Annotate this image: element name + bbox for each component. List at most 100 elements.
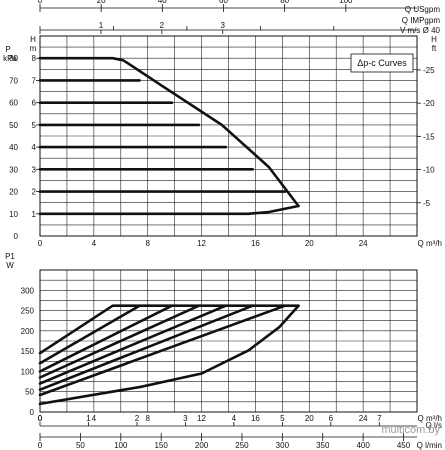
legend-label: Δp-c Curves xyxy=(357,58,407,68)
head-m-axis-label: H xyxy=(30,35,36,44)
head-ft-unit-label: ft xyxy=(432,44,437,53)
legend-box xyxy=(350,53,414,73)
kpa-tick-label: 0 xyxy=(14,232,19,241)
kpa-tick-label: 60 xyxy=(9,99,18,108)
kpa-tick-label: 10 xyxy=(9,210,18,219)
power-curve-3 xyxy=(38,304,174,373)
ls-tick-label: 1 xyxy=(86,414,91,423)
flow-tick-label-top: 16 xyxy=(251,239,260,248)
lmin-tick-label: 350 xyxy=(316,441,330,450)
usgpm-tick-label: 40 xyxy=(158,0,167,5)
lmin-tick-label: 400 xyxy=(356,441,370,450)
power-tick-label: 100 xyxy=(21,367,35,376)
head-m-tick-label: 5 xyxy=(32,121,37,130)
head-curve-1m xyxy=(38,204,300,216)
head-ft-tick-label: -15 xyxy=(423,132,435,141)
lmin-tick-label: 450 xyxy=(397,441,411,450)
head-ft-tick-label: -5 xyxy=(423,199,431,208)
power-tick-label: 150 xyxy=(21,347,35,356)
head-m-tick-label: 6 xyxy=(32,99,37,108)
head-ft-axis-label: H xyxy=(431,35,437,44)
flow-tick-label-top: 20 xyxy=(305,239,314,248)
power-tick-label: 200 xyxy=(21,327,35,336)
kpa-tick-label: 80 xyxy=(9,54,18,63)
velocity-axis-label: V m/s Ø 40 xyxy=(400,26,441,35)
power-tick-label: 50 xyxy=(25,388,34,397)
flow-tick-label-top: 24 xyxy=(359,239,368,248)
kpa-tick-label: 50 xyxy=(9,121,18,130)
flow-tick-label-bottom: 16 xyxy=(251,414,260,423)
head-m-tick-label: 8 xyxy=(32,54,37,63)
head-ft-tick-label: -10 xyxy=(423,166,435,175)
power-curve-7 xyxy=(38,304,287,397)
usgpm-axis-label: Q USgpm xyxy=(405,5,440,14)
usgpm-tick-label: 0 xyxy=(38,0,43,5)
kpa-tick-label: 20 xyxy=(9,188,18,197)
flow-tick-label-bottom: 4 xyxy=(92,414,97,423)
head-ft-tick-label: -20 xyxy=(423,99,435,108)
flow-axis-label-bottom: Q m³/h xyxy=(418,414,442,423)
flow-tick-label-top: 4 xyxy=(92,239,97,248)
flow-tick-label-bottom: 24 xyxy=(359,414,368,423)
lmin-tick-label: 100 xyxy=(114,441,128,450)
ls-tick-label: 2 xyxy=(135,414,140,423)
usgpm-tick-label: 60 xyxy=(219,0,228,5)
power-curve-8 xyxy=(38,304,300,406)
ls-tick-label: 7 xyxy=(377,414,382,423)
kpa-tick-label: 30 xyxy=(9,165,18,174)
flow-tick-label-bottom: 0 xyxy=(38,414,43,423)
lmin-tick-label: 300 xyxy=(276,441,290,450)
ls-tick-label: 3 xyxy=(183,414,188,423)
usgpm-tick-label: 100 xyxy=(339,0,353,5)
power-curve-4 xyxy=(38,304,201,379)
ls-tick-label: 4 xyxy=(232,414,237,423)
head-m-tick-label: 3 xyxy=(32,165,37,174)
lmin-tick-label: 200 xyxy=(195,441,209,450)
head-m-tick-label: 2 xyxy=(32,188,37,197)
pressure-axis-label: P xyxy=(5,45,10,54)
power-curve-1 xyxy=(38,304,300,355)
velocity-tick-label: 3 xyxy=(221,21,226,30)
ls-tick-label: 5 xyxy=(280,414,285,423)
watermark: multicom.by xyxy=(381,424,440,436)
flow-tick-label-top: 12 xyxy=(197,239,206,248)
kpa-tick-label: 40 xyxy=(9,143,18,152)
flow-tick-label-top: 8 xyxy=(145,239,150,248)
lmin-tick-label: 0 xyxy=(38,441,43,450)
flow-tick-label-bottom: 12 xyxy=(197,414,206,423)
pressure-unit-label: kPa xyxy=(3,54,17,63)
power-curve-6 xyxy=(38,304,254,392)
usgpm-tick-label: 20 xyxy=(97,0,106,5)
power-curve-5 xyxy=(38,304,228,385)
power-unit-label: W xyxy=(6,261,14,270)
velocity-tick-label: 1 xyxy=(99,21,104,30)
power-tick-label: 0 xyxy=(30,408,35,417)
flow-tick-label-bottom: 20 xyxy=(305,414,314,423)
power-axis-label: P1 xyxy=(5,252,15,261)
flow-tick-label-top: 0 xyxy=(38,239,43,248)
power-curve-2 xyxy=(38,304,141,365)
head-curve-8m xyxy=(38,56,300,208)
power-tick-label: 300 xyxy=(21,286,35,295)
flow-tick-label-bottom: 8 xyxy=(145,414,150,423)
power-tick-label: 250 xyxy=(21,307,35,316)
lmin-tick-label: 150 xyxy=(154,441,168,450)
lmin-tick-label: 250 xyxy=(235,441,249,450)
flow-axis-label-top: Q m³/h xyxy=(418,239,442,248)
kpa-tick-label: 70 xyxy=(9,76,18,85)
plot-frame-bottom xyxy=(39,269,418,413)
ls-tick-label: 6 xyxy=(329,414,334,423)
head-m-unit-label: m xyxy=(30,44,37,53)
head-m-tick-label: 4 xyxy=(32,143,37,152)
velocity-tick-label: 2 xyxy=(160,21,165,30)
head-ft-tick-label: -25 xyxy=(423,66,435,75)
head-m-tick-label: 7 xyxy=(32,76,37,85)
usgpm-tick-label: 80 xyxy=(280,0,289,5)
lmin-tick-label: 50 xyxy=(76,441,85,450)
ls-tick-label: 0 xyxy=(38,414,43,423)
ls-axis-label: Q l/s xyxy=(426,421,442,430)
lmin-axis-label: Q l/min xyxy=(417,441,442,450)
impgpm-axis-label: Q IMPgpm xyxy=(402,16,441,25)
